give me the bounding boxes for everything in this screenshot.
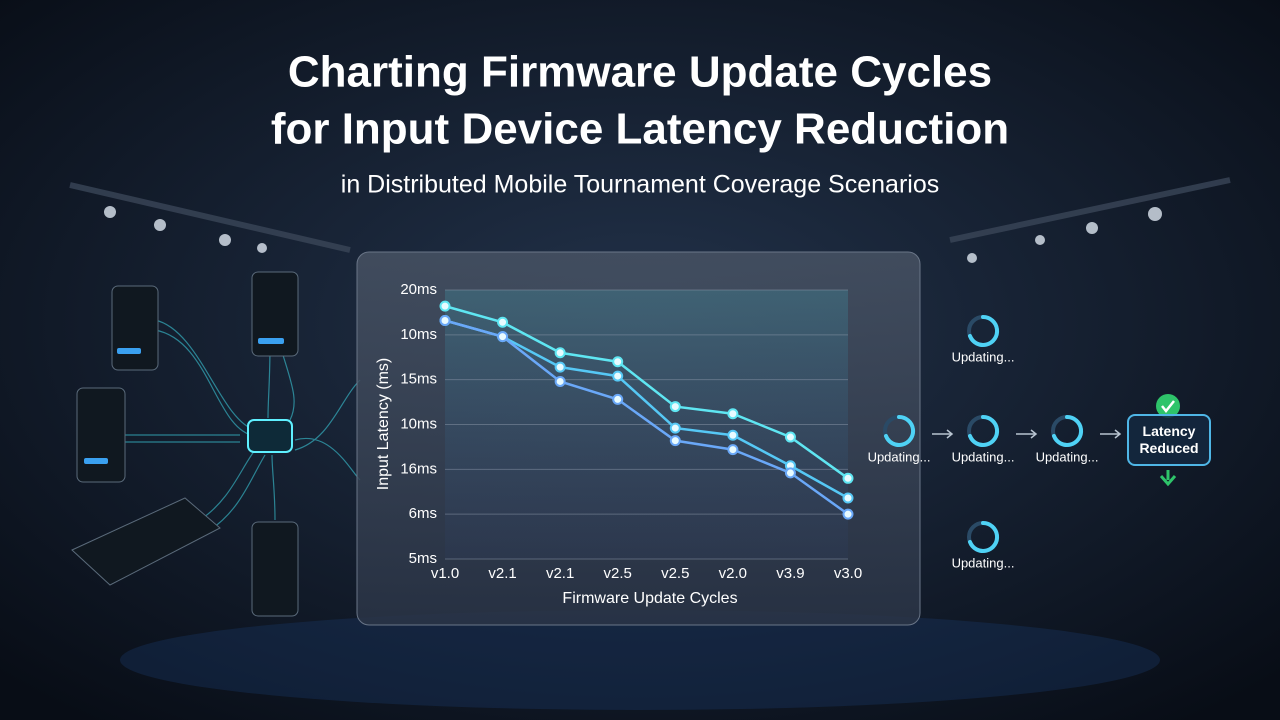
step-label: Updating...: [952, 349, 1015, 364]
data-point: [669, 422, 681, 434]
data-point: [612, 393, 624, 405]
series-line: [444, 304, 849, 480]
x-axis-label: Firmware Update Cycles: [562, 590, 737, 607]
x-tick-label: v2.5: [661, 565, 689, 582]
x-tick-label: v2.1: [546, 565, 574, 582]
y-tick-label: 20ms: [400, 281, 437, 298]
result-box: Latency Reduced: [1127, 414, 1211, 466]
data-point: [497, 316, 509, 328]
y-tick-label: 6ms: [409, 505, 437, 522]
x-tick-label: v3.9: [776, 565, 804, 582]
title: for Input Device Latency Reduction: [271, 105, 1009, 154]
data-point: [554, 347, 566, 359]
x-tick-label: v1.0: [431, 565, 459, 582]
series-line: [444, 319, 849, 516]
data-point: [439, 300, 451, 312]
data-point: [497, 331, 509, 343]
series-line: [444, 319, 849, 500]
x-tick-label: v3.0: [834, 565, 862, 582]
floor-glow: [120, 610, 1160, 710]
data-point: [784, 431, 796, 443]
data-point: [842, 492, 854, 504]
x-tick-label: v2.1: [488, 565, 516, 582]
pipeline-arrows: [932, 429, 1122, 439]
data-point: [612, 356, 624, 368]
data-point: [439, 314, 451, 326]
title: Charting Firmware Update Cycles: [288, 48, 992, 97]
data-point: [727, 444, 739, 456]
y-tick-label: 10ms: [400, 415, 437, 432]
x-tick-label: v2.5: [604, 565, 632, 582]
subtitle: in Distributed Mobile Tournament Coverag…: [341, 171, 939, 199]
data-point: [727, 429, 739, 441]
progress-ring: [1052, 414, 1084, 447]
step-label: Updating...: [952, 555, 1015, 570]
progress-ring: [968, 414, 1000, 447]
down-arrow: [1159, 470, 1177, 487]
step-label: Updating...: [1036, 449, 1099, 464]
progress-ring: [968, 520, 1000, 553]
check-icon: [1161, 400, 1175, 414]
x-tick-label: v2.0: [719, 565, 747, 582]
y-tick-label: 10ms: [400, 326, 437, 343]
step-label: Updating...: [868, 449, 931, 464]
data-point: [784, 467, 796, 479]
data-point: [842, 508, 854, 520]
data-point: [669, 435, 681, 447]
y-tick-label: 5ms: [409, 550, 437, 567]
data-point: [612, 370, 624, 382]
data-point: [842, 472, 854, 484]
check-badge: [1156, 394, 1180, 418]
data-point: [727, 408, 739, 420]
progress-ring: [884, 414, 916, 447]
stage-lights: [69, 177, 1231, 263]
step-label: Updating...: [952, 449, 1015, 464]
y-tick-label: 15ms: [400, 371, 437, 388]
data-point: [554, 361, 566, 373]
progress-ring: [968, 314, 1000, 347]
data-point: [669, 401, 681, 413]
data-point: [554, 375, 566, 387]
y-axis-label: Input Latency (ms): [375, 358, 392, 491]
y-tick-label: 16ms: [400, 460, 437, 477]
devices: [71, 271, 361, 617]
